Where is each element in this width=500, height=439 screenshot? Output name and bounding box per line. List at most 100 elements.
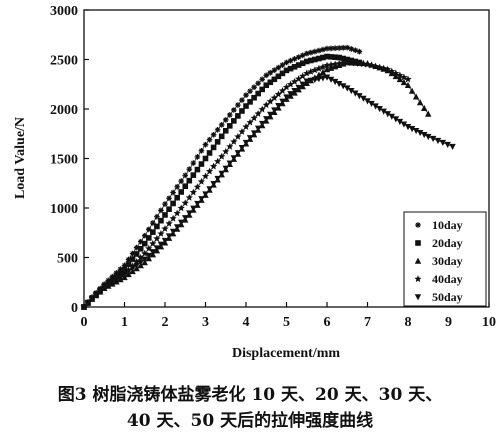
- data-point-20day: [275, 73, 282, 80]
- data-point-20day: [287, 65, 294, 72]
- data-point-40day: [214, 157, 222, 165]
- data-point-10day: [186, 166, 193, 172]
- data-point-40day: [201, 172, 210, 180]
- x-tick-label: 6: [324, 315, 331, 330]
- data-point-10day: [267, 69, 274, 76]
- data-marks: [80, 44, 456, 311]
- data-point-40day: [222, 147, 230, 155]
- data-point-50day: [182, 215, 189, 222]
- data-point-10day: [328, 45, 334, 52]
- data-point-50day: [117, 274, 124, 281]
- data-point-50day: [206, 186, 213, 193]
- data-point-10day: [214, 126, 221, 133]
- data-point-50day: [303, 78, 310, 85]
- data-point-20day: [210, 144, 217, 151]
- y-tick-label: 2000: [50, 103, 78, 118]
- data-point-10day: [332, 45, 338, 52]
- data-point-20day: [182, 183, 189, 190]
- data-point-50day: [222, 165, 229, 172]
- data-point-40day: [290, 77, 299, 85]
- data-point-20day: [162, 212, 168, 218]
- data-point-10day: [218, 122, 225, 128]
- data-point-30day: [421, 104, 428, 112]
- data-point-20day: [158, 217, 164, 224]
- data-point-50day: [360, 95, 367, 102]
- data-point-10day: [316, 47, 322, 54]
- data-point-40day: [359, 60, 368, 68]
- data-point-50day: [434, 137, 442, 145]
- data-point-50day: [299, 81, 306, 88]
- data-point-20day: [154, 223, 160, 230]
- data-point-40day: [343, 58, 351, 66]
- data-point-20day: [340, 55, 346, 62]
- data-point-40day: [335, 59, 343, 67]
- data-point-20day: [194, 166, 201, 173]
- data-point-40day: [278, 86, 287, 94]
- data-point-10day: [170, 189, 176, 196]
- data-point-50day: [125, 268, 132, 275]
- data-point-50day: [307, 77, 314, 84]
- data-point-50day: [416, 129, 424, 137]
- legend-marker-50day: [414, 294, 422, 301]
- data-point-20day: [174, 194, 180, 201]
- data-point-50day: [348, 87, 355, 95]
- data-point-50day: [250, 130, 258, 137]
- data-point-50day: [380, 108, 387, 115]
- data-point-40day: [376, 63, 384, 71]
- y-tick-label: 2500: [50, 54, 78, 69]
- data-point-10day: [263, 72, 270, 79]
- data-point-10day: [150, 220, 156, 226]
- legend-label-20day: 20day: [432, 236, 463, 250]
- data-point-10day: [336, 45, 342, 51]
- data-point-20day: [251, 94, 257, 101]
- data-point-40day: [270, 94, 278, 101]
- data-point-10day: [287, 57, 294, 64]
- data-point-50day: [421, 131, 428, 139]
- data-point-50day: [444, 141, 451, 149]
- data-point-50day: [178, 219, 185, 226]
- data-point-50day: [291, 87, 298, 95]
- data-point-50day: [198, 196, 205, 203]
- series-40day: [80, 58, 412, 311]
- data-point-10day: [133, 244, 140, 251]
- data-point-50day: [327, 76, 335, 83]
- data-point-30day: [425, 110, 432, 117]
- data-point-40day: [371, 62, 380, 70]
- data-point-40day: [266, 97, 274, 105]
- data-point-40day: [209, 162, 218, 170]
- data-point-20day: [170, 200, 176, 207]
- data-point-10day: [308, 49, 314, 56]
- data-point-40day: [169, 214, 177, 222]
- data-point-10day: [235, 102, 241, 108]
- data-point-40day: [254, 109, 262, 117]
- data-point-40day: [189, 188, 197, 196]
- data-point-40day: [181, 199, 189, 207]
- data-point-10day: [198, 147, 205, 154]
- data-point-10day: [295, 54, 302, 60]
- data-point-50day: [97, 288, 104, 295]
- data-point-20day: [312, 56, 318, 63]
- data-point-50day: [356, 93, 363, 100]
- data-point-50day: [259, 120, 266, 128]
- data-point-20day: [295, 62, 302, 68]
- x-axis-label: Displacement/mm: [232, 346, 340, 361]
- data-point-40day: [149, 239, 157, 247]
- data-point-10day: [206, 136, 213, 143]
- data-point-40day: [274, 90, 283, 98]
- data-point-10day: [291, 56, 298, 62]
- data-point-50day: [319, 75, 327, 82]
- data-point-20day: [198, 161, 205, 167]
- x-tick-label: 3: [202, 315, 209, 330]
- data-point-10day: [222, 117, 229, 123]
- data-point-20day: [332, 54, 338, 60]
- data-point-50day: [439, 139, 447, 147]
- data-point-10day: [271, 67, 278, 73]
- data-point-20day: [283, 67, 290, 74]
- legend-label-30day: 30day: [432, 254, 463, 268]
- data-point-30day: [408, 87, 416, 94]
- y-tick-label: 500: [57, 252, 78, 267]
- data-point-50day: [344, 85, 351, 92]
- series-50day: [80, 74, 456, 311]
- data-point-40day: [197, 177, 206, 185]
- data-point-20day: [255, 90, 261, 97]
